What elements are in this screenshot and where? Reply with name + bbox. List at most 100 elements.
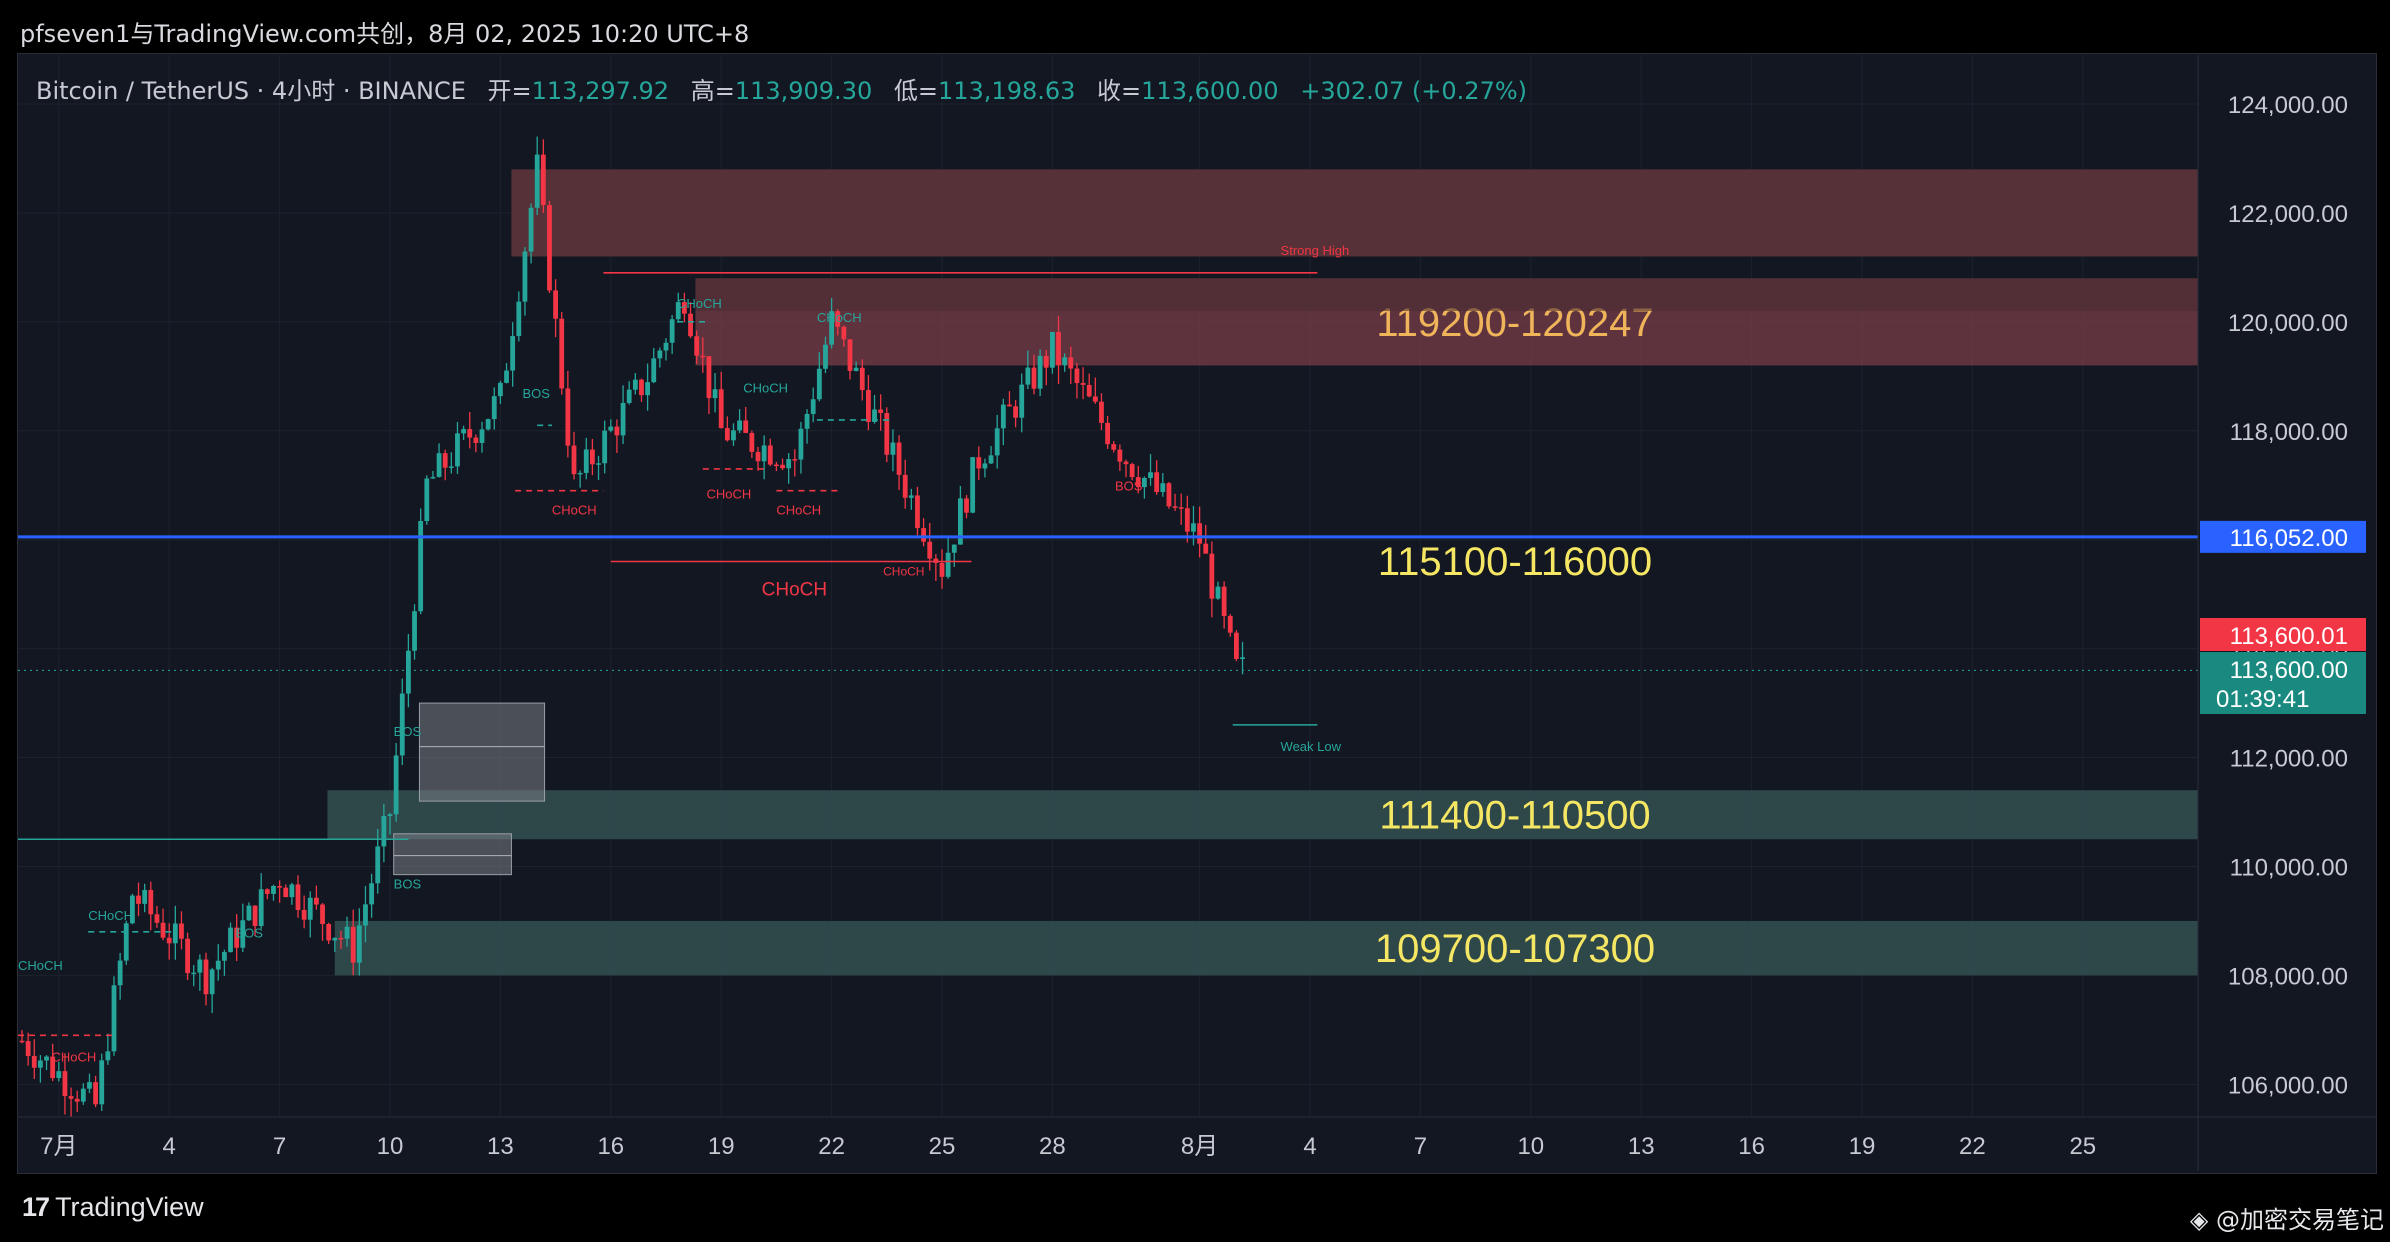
- candle-body: [1043, 355, 1049, 368]
- open-value: 113,297.92: [531, 77, 670, 105]
- candle-body: [810, 399, 816, 414]
- candle-body: [804, 413, 810, 429]
- x-tick-label: 25: [2069, 1133, 2096, 1160]
- x-tick-label: 8月: [1181, 1133, 1218, 1160]
- low-label: 低=: [893, 77, 938, 105]
- bos-label: BOS: [235, 925, 263, 940]
- candle-body: [761, 445, 767, 462]
- candle-body: [215, 960, 221, 970]
- candle-body: [344, 926, 350, 939]
- close-label: 收=: [1097, 77, 1142, 105]
- candle-body: [87, 1082, 92, 1089]
- choch-label: CHoCH: [817, 310, 862, 325]
- y-tick-label: 108,000.00: [2228, 963, 2348, 990]
- bos-label: BOS: [522, 386, 550, 401]
- candle-body: [295, 884, 301, 910]
- candle-body: [927, 541, 933, 559]
- candle-body: [301, 909, 307, 920]
- candle-body: [19, 1040, 25, 1043]
- choch-label: CHoCH: [51, 1049, 96, 1064]
- candle-body: [1025, 367, 1031, 385]
- candle-body: [258, 889, 264, 926]
- candle-body: [442, 453, 448, 468]
- candle-body: [841, 326, 847, 340]
- candle-body: [682, 302, 687, 314]
- candle-body: [1000, 404, 1006, 429]
- candle-body: [608, 426, 614, 431]
- candle-body: [326, 924, 332, 941]
- candle-body: [626, 389, 632, 403]
- candle-body: [657, 350, 663, 359]
- candle-body: [902, 474, 908, 498]
- candle-body: [1227, 615, 1233, 633]
- candle-body: [908, 495, 914, 498]
- candle-body: [1099, 401, 1104, 423]
- candle-body: [1221, 586, 1227, 616]
- candle-body: [25, 1041, 31, 1056]
- candle-body: [847, 339, 853, 371]
- candle-body: [191, 972, 197, 975]
- candle-body: [31, 1055, 37, 1068]
- candle-body: [283, 887, 289, 898]
- candle-body: [277, 885, 282, 888]
- x-tick-label: 28: [1039, 1133, 1066, 1160]
- candle-body: [970, 457, 976, 513]
- candle-body: [1123, 461, 1129, 465]
- candles-group: [19, 136, 1245, 1117]
- candle-body: [1209, 553, 1215, 599]
- candle-body: [271, 885, 276, 894]
- candle-body: [939, 562, 945, 577]
- candle-body: [473, 437, 479, 443]
- candle-body: [430, 476, 436, 479]
- candle-body: [700, 355, 706, 358]
- candle-body: [399, 693, 405, 756]
- tv-logo-icon: 17: [22, 1192, 50, 1222]
- candle-body: [485, 419, 491, 430]
- candle-body: [74, 1098, 80, 1102]
- candle-body: [743, 420, 749, 433]
- candle-body: [945, 552, 951, 577]
- candle-body: [786, 459, 792, 469]
- bos-label: BOS: [1115, 479, 1143, 494]
- candle-body: [504, 370, 509, 383]
- supply-band: [695, 278, 2199, 311]
- candle-body: [724, 428, 730, 441]
- candle-body: [1013, 406, 1018, 418]
- candle-body: [50, 1056, 56, 1079]
- low-value: 113,198.63: [937, 77, 1076, 105]
- candle-body: [816, 368, 822, 400]
- candle-body: [890, 442, 896, 455]
- candle-body: [424, 478, 430, 522]
- candle-body: [1105, 422, 1110, 445]
- candle-body: [1178, 507, 1184, 509]
- candle-body: [1074, 368, 1080, 384]
- choch-label: CHoCH: [706, 486, 751, 501]
- candle-body: [1117, 449, 1123, 462]
- change-value: +302.07 (+0.27%): [1300, 77, 1528, 105]
- candle-body: [614, 426, 620, 436]
- candle-body: [884, 413, 890, 455]
- choch-label: CHoCH: [18, 958, 63, 973]
- x-tick-label: 10: [377, 1133, 404, 1160]
- candle-body: [240, 920, 246, 948]
- candle-body: [461, 429, 466, 434]
- candle-body: [620, 402, 626, 436]
- candle-body: [123, 923, 129, 961]
- y-tick-label: 118,000.00: [2230, 419, 2348, 446]
- candle-body: [381, 816, 387, 847]
- countdown-text: 01:39:41: [2216, 686, 2309, 713]
- candle-body: [510, 336, 516, 371]
- candle-body: [1148, 472, 1153, 479]
- candle-body: [731, 430, 736, 441]
- watermark: ◈ @加密交易笔记: [2190, 1200, 2384, 1235]
- x-tick-label: 19: [708, 1133, 735, 1160]
- candle-body: [136, 895, 141, 904]
- candle-body: [718, 389, 724, 429]
- candle-body: [872, 409, 877, 422]
- candle-body: [56, 1071, 62, 1079]
- tradingview-logo[interactable]: 17 TradingView: [22, 1192, 204, 1223]
- bid-price-text: 113,600.01: [2230, 623, 2348, 650]
- candle-body: [80, 1088, 86, 1102]
- x-tick-label: 25: [929, 1133, 956, 1160]
